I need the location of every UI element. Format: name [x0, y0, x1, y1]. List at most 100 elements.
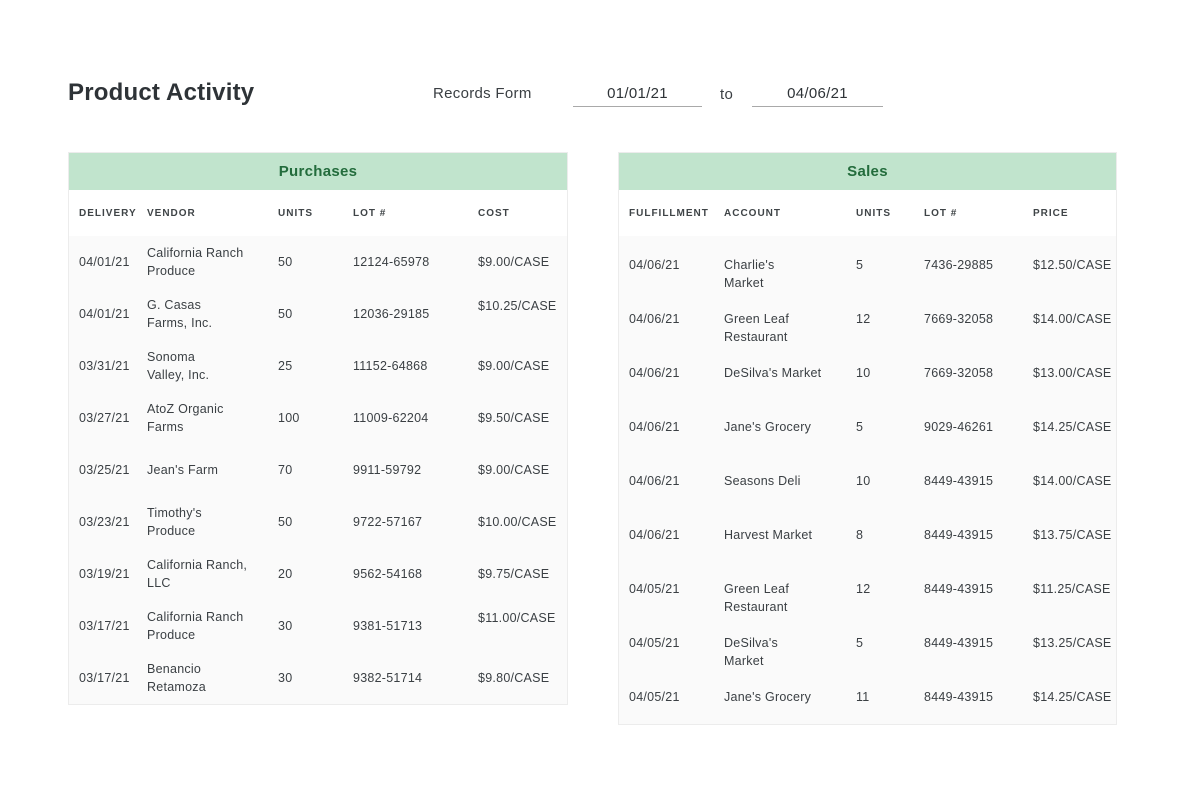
cell-lot: 8449-43915: [924, 636, 994, 650]
cell-price: $13.00/CASE: [1033, 366, 1112, 380]
cell-units: 25: [278, 359, 293, 373]
cell-lot: 9382-51714: [353, 671, 423, 685]
cell-fulfillment: 04/06/21: [629, 474, 680, 488]
cell-vendor: Timothy's Produce: [147, 506, 202, 538]
cell-units: 8: [856, 528, 864, 542]
table-row: 04/05/21 Jane's Grocery 11 8449-43915 $1…: [619, 673, 1116, 727]
cell-delivery: 03/25/21: [79, 463, 130, 477]
cell-cost: $9.00/CASE: [478, 255, 550, 269]
cell-lot: 9562-54168: [353, 567, 423, 581]
cell-units: 5: [856, 258, 864, 272]
sales-body: 04/06/21 Charlie's Market 5 7436-29885 $…: [619, 236, 1116, 727]
cell-lot: 12036-29185: [353, 307, 430, 321]
cell-units: 5: [856, 636, 864, 650]
cell-units: 20: [278, 567, 293, 581]
cell-units: 50: [278, 255, 293, 269]
cell-units: 10: [856, 474, 871, 488]
cell-vendor: AtoZ Organic Farms: [147, 402, 224, 434]
date-from-input[interactable]: [573, 80, 702, 107]
table-row: 04/05/21 Green Leaf Restaurant 12 8449-4…: [619, 565, 1116, 619]
cell-units: 12: [856, 582, 871, 596]
cell-lot: 7669-32058: [924, 312, 994, 326]
sales-header-band: Sales: [619, 153, 1116, 190]
cell-account: Jane's Grocery: [724, 420, 812, 434]
cell-price: $12.50/CASE: [1033, 258, 1112, 272]
cell-lot: 9381-51713: [353, 619, 423, 633]
cell-fulfillment: 04/05/21: [629, 636, 680, 650]
column-header-cost: COST: [478, 207, 510, 219]
table-row: 04/06/21 Seasons Deli 10 8449-43915 $14.…: [619, 457, 1116, 511]
cell-vendor: Benancio Retamoza: [147, 662, 206, 694]
cell-delivery: 04/01/21: [79, 255, 130, 269]
purchases-body: 04/01/21 California Ranch Produce 50 121…: [69, 236, 567, 704]
cell-delivery: 03/19/21: [79, 567, 130, 581]
cell-lot: 9029-46261: [924, 420, 994, 434]
cell-units: 12: [856, 312, 871, 326]
cell-price: $14.25/CASE: [1033, 420, 1112, 434]
records-form-label: Records Form: [433, 85, 532, 102]
cell-price: $11.25/CASE: [1033, 582, 1111, 596]
cell-delivery: 03/23/21: [79, 515, 130, 529]
cell-cost: $11.00/CASE: [478, 611, 556, 625]
cell-lot: 9911-59792: [353, 463, 422, 477]
cell-delivery: 03/27/21: [79, 411, 130, 425]
cell-price: $14.00/CASE: [1033, 312, 1112, 326]
table-row: 03/27/21 AtoZ Organic Farms 100 11009-62…: [69, 392, 567, 444]
cell-account: DeSilva's Market: [724, 636, 778, 668]
cell-delivery: 03/17/21: [79, 619, 130, 633]
cell-units: 50: [278, 307, 293, 321]
purchases-header-band: Purchases: [69, 153, 567, 190]
column-header-lot: LOT #: [924, 207, 958, 219]
cell-units: 50: [278, 515, 293, 529]
cell-units: 5: [856, 420, 864, 434]
cell-vendor: G. Casas Farms, Inc.: [147, 298, 213, 330]
to-label: to: [720, 86, 734, 103]
table-row: 04/06/21 Harvest Market 8 8449-43915 $13…: [619, 511, 1116, 565]
cell-lot: 11152-64868: [353, 359, 428, 373]
purchases-column-headers: DELIVERY VENDOR UNITS LOT # COST: [69, 190, 567, 236]
table-row: 04/01/21 California Ranch Produce 50 121…: [69, 236, 567, 288]
column-header-vendor: VENDOR: [147, 207, 196, 219]
cell-cost: $9.80/CASE: [478, 671, 550, 685]
cell-units: 100: [278, 411, 300, 425]
purchases-title: Purchases: [278, 163, 358, 180]
column-header-units: UNITS: [278, 207, 313, 219]
cell-cost: $9.50/CASE: [478, 411, 550, 425]
table-row: 04/01/21 G. Casas Farms, Inc. 50 12036-2…: [69, 288, 567, 340]
column-header-fulfillment: FULFILLMENT: [629, 207, 709, 219]
column-header-account: ACCOUNT: [724, 207, 781, 219]
cell-vendor: California Ranch Produce: [147, 610, 244, 642]
cell-lot: 8449-43915: [924, 474, 994, 488]
cell-lot: 9722-57167: [353, 515, 423, 529]
cell-units: 30: [278, 671, 293, 685]
table-row: 03/23/21 Timothy's Produce 50 9722-57167…: [69, 496, 567, 548]
cell-lot: 8449-43915: [924, 690, 994, 704]
cell-price: $13.75/CASE: [1033, 528, 1112, 542]
column-header-delivery: DELIVERY: [79, 207, 137, 219]
cell-price: $14.00/CASE: [1033, 474, 1112, 488]
table-row: 03/25/21 Jean's Farm 70 9911-59792 $9.00…: [69, 444, 567, 496]
date-to-input[interactable]: [752, 80, 883, 107]
cell-account: Charlie's Market: [724, 258, 775, 290]
cell-fulfillment: 04/05/21: [629, 582, 680, 596]
cell-fulfillment: 04/05/21: [629, 690, 680, 704]
table-row: 03/31/21 Sonoma Valley, Inc. 25 11152-64…: [69, 340, 567, 392]
table-row: 04/06/21 Charlie's Market 5 7436-29885 $…: [619, 241, 1116, 295]
cell-fulfillment: 04/06/21: [629, 258, 680, 272]
column-header-price: PRICE: [1033, 207, 1069, 219]
cell-lot: 8449-43915: [924, 582, 994, 596]
cell-delivery: 04/01/21: [79, 307, 130, 321]
cell-fulfillment: 04/06/21: [629, 366, 680, 380]
cell-lot: 7436-29885: [924, 258, 994, 272]
sales-title: Sales: [847, 163, 888, 180]
cell-units: 11: [856, 690, 870, 704]
cell-cost: $9.00/CASE: [478, 463, 550, 477]
cell-account: Green Leaf Restaurant: [724, 582, 790, 614]
cell-account: DeSilva's Market: [724, 366, 822, 380]
table-row: 03/17/21 California Ranch Produce 30 938…: [69, 600, 567, 652]
purchases-table: Purchases DELIVERY VENDOR UNITS LOT # CO…: [68, 152, 568, 705]
table-row: 04/06/21 DeSilva's Market 10 7669-32058 …: [619, 349, 1116, 403]
cell-units: 10: [856, 366, 871, 380]
sales-column-headers: FULFILLMENT ACCOUNT UNITS LOT # PRICE: [619, 190, 1116, 236]
